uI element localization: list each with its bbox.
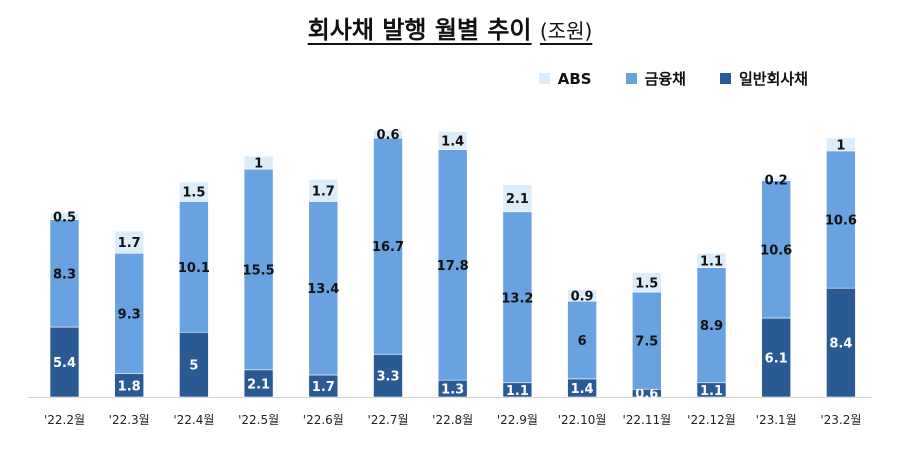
bar-5-1 — [373, 137, 403, 355]
bar-12-1 — [826, 150, 856, 289]
x-tick-label-4: '22.6월 — [303, 413, 344, 427]
value-label-11-2: 0.2 — [765, 173, 788, 188]
value-label-9-2: 1.5 — [635, 276, 658, 291]
x-tick-label-12: '23.2월 — [820, 413, 861, 427]
x-tick-label-0: '22.2월 — [44, 413, 85, 427]
value-label-12-0: 8.4 — [829, 337, 852, 352]
legend-swatch-1 — [625, 73, 637, 84]
value-label-10-1: 8.9 — [700, 319, 723, 334]
value-label-3-2: 1 — [254, 157, 263, 172]
value-label-7-2: 2.1 — [506, 192, 529, 207]
value-label-12-1: 10.6 — [825, 214, 857, 229]
bar-2-1 — [179, 201, 209, 333]
bar-1-2 — [114, 230, 144, 254]
value-label-9-0: 0.6 — [635, 387, 658, 402]
value-label-6-0: 1.3 — [441, 383, 464, 398]
bar-1-1 — [114, 252, 144, 374]
bar-3-1 — [243, 168, 274, 371]
x-tick-label-2: '22.4월 — [173, 413, 214, 427]
bar-8-1 — [567, 300, 597, 380]
bar-0-1 — [49, 219, 80, 328]
legend-swatch-2 — [719, 73, 731, 84]
value-label-5-1: 16.7 — [372, 240, 404, 255]
value-label-0-2: 0.5 — [53, 210, 76, 225]
x-tick-label-7: '22.9월 — [497, 413, 538, 427]
value-label-4-0: 1.7 — [312, 380, 335, 395]
value-label-0-0: 5.4 — [53, 356, 76, 371]
value-label-1-2: 1.7 — [118, 236, 141, 251]
value-label-6-2: 1.4 — [441, 135, 464, 150]
bar-0-0 — [49, 326, 80, 398]
bar-2-2 — [179, 181, 209, 202]
chart-title-text: 회사채 발행 월별 추이 — [307, 16, 532, 44]
value-label-5-2: 0.6 — [376, 128, 399, 143]
value-label-11-1: 10.6 — [760, 243, 792, 258]
value-label-11-0: 6.1 — [765, 351, 788, 366]
x-tick-label-1: '22.3월 — [109, 413, 150, 427]
x-tick-label-5: '22.7월 — [367, 413, 408, 427]
bar-3-2 — [243, 155, 274, 170]
value-label-3-0: 2.1 — [247, 377, 270, 392]
bar-11-0 — [761, 317, 792, 398]
value-label-2-1: 10.1 — [178, 261, 210, 276]
x-tick-label-10: '22.12월 — [687, 413, 736, 427]
legend-label-1: 금융채 — [644, 70, 686, 88]
value-label-8-0: 1.4 — [571, 382, 594, 397]
value-label-1-1: 9.3 — [118, 307, 141, 322]
value-label-9-1: 7.5 — [635, 335, 658, 350]
value-label-10-2: 1.1 — [700, 254, 723, 269]
bar-12-0 — [826, 287, 856, 398]
legend-item-1: 금융채 — [625, 68, 686, 89]
x-tick-label-11: '23.1월 — [756, 413, 797, 427]
x-tick-label-3: '22.5월 — [238, 413, 279, 427]
bar-9-1 — [631, 291, 662, 390]
bar-9-2 — [631, 272, 662, 293]
bar-8-2 — [567, 289, 597, 302]
legend-label-0: ABS — [557, 69, 592, 88]
bar-10-2 — [696, 252, 727, 268]
bar-6-1 — [437, 149, 468, 381]
bar-0-2 — [49, 212, 80, 220]
value-label-8-1: 6 — [578, 334, 587, 349]
value-label-6-1: 17.8 — [437, 259, 469, 274]
bar-12-2 — [826, 137, 856, 152]
value-label-8-2: 0.9 — [571, 289, 594, 304]
legend-item-0: ABS — [538, 68, 592, 89]
x-tick-label-6: '22.8월 — [432, 413, 473, 427]
value-label-5-0: 3.3 — [376, 370, 399, 385]
bar-4-2 — [308, 179, 339, 202]
chart-title: 회사채 발행 월별 추이 (조원) — [0, 10, 900, 45]
x-tick-label-9: '22.11월 — [622, 413, 671, 427]
bar-4-1 — [308, 201, 339, 376]
bar-7-2 — [502, 184, 533, 213]
bar-3-0 — [243, 369, 274, 398]
legend-item-2: 일반회사채 — [719, 68, 808, 89]
value-label-4-2: 1.7 — [312, 184, 335, 199]
value-label-4-1: 13.4 — [307, 282, 339, 297]
bar-10-1 — [696, 267, 727, 384]
value-label-7-0: 1.1 — [506, 384, 529, 399]
legend-label-2: 일반회사채 — [738, 70, 808, 88]
value-label-0-1: 8.3 — [53, 267, 76, 282]
bar-11-2 — [761, 177, 792, 181]
value-label-12-2: 1 — [836, 138, 845, 153]
x-tick-label-8: '22.10월 — [558, 413, 607, 427]
legend: ABS 금융채 일반회사채 — [538, 68, 808, 89]
bar-6-2 — [437, 131, 468, 150]
bar-5-2 — [373, 129, 403, 139]
value-label-1-0: 1.8 — [118, 379, 141, 394]
value-label-2-2: 1.5 — [182, 186, 205, 201]
legend-swatch-0 — [538, 73, 550, 84]
chart-unit: (조원) — [539, 19, 593, 43]
value-label-10-0: 1.1 — [700, 384, 723, 399]
value-label-7-1: 13.2 — [501, 291, 533, 306]
value-label-2-0: 5 — [189, 359, 198, 374]
value-label-3-1: 15.5 — [243, 263, 275, 278]
bar-2-0 — [179, 331, 209, 398]
